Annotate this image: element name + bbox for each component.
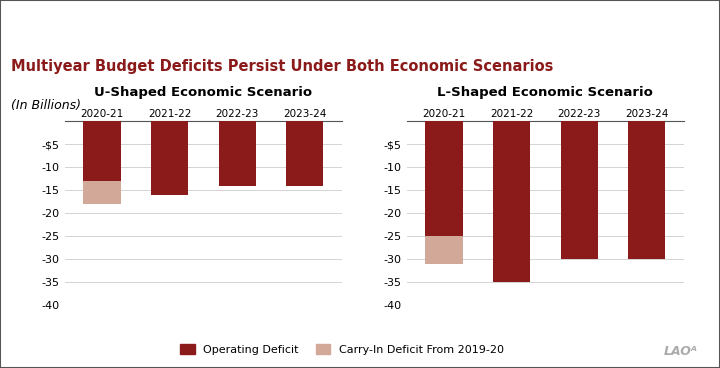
Title: U-Shaped Economic Scenario: U-Shaped Economic Scenario (94, 86, 312, 99)
Bar (561, 121, 598, 259)
Bar (426, 121, 462, 237)
Text: Multiyear Budget Deficits Persist Under Both Economic Scenarios: Multiyear Budget Deficits Persist Under … (11, 59, 553, 74)
Bar (219, 121, 256, 186)
Bar (629, 121, 665, 259)
Bar (84, 181, 120, 204)
Title: L-Shaped Economic Scenario: L-Shaped Economic Scenario (438, 86, 653, 99)
Text: LAOᴬ: LAOᴬ (663, 345, 698, 358)
Bar (84, 121, 120, 181)
Bar (151, 121, 188, 195)
Bar (426, 237, 462, 264)
Text: (In Billions): (In Billions) (11, 99, 81, 112)
Legend: Operating Deficit, Carry-In Deficit From 2019-20: Operating Deficit, Carry-In Deficit From… (180, 344, 504, 355)
Text: Appendix 3, Figure 6: Appendix 3, Figure 6 (11, 11, 133, 22)
Bar (493, 121, 530, 283)
Bar (287, 121, 323, 186)
